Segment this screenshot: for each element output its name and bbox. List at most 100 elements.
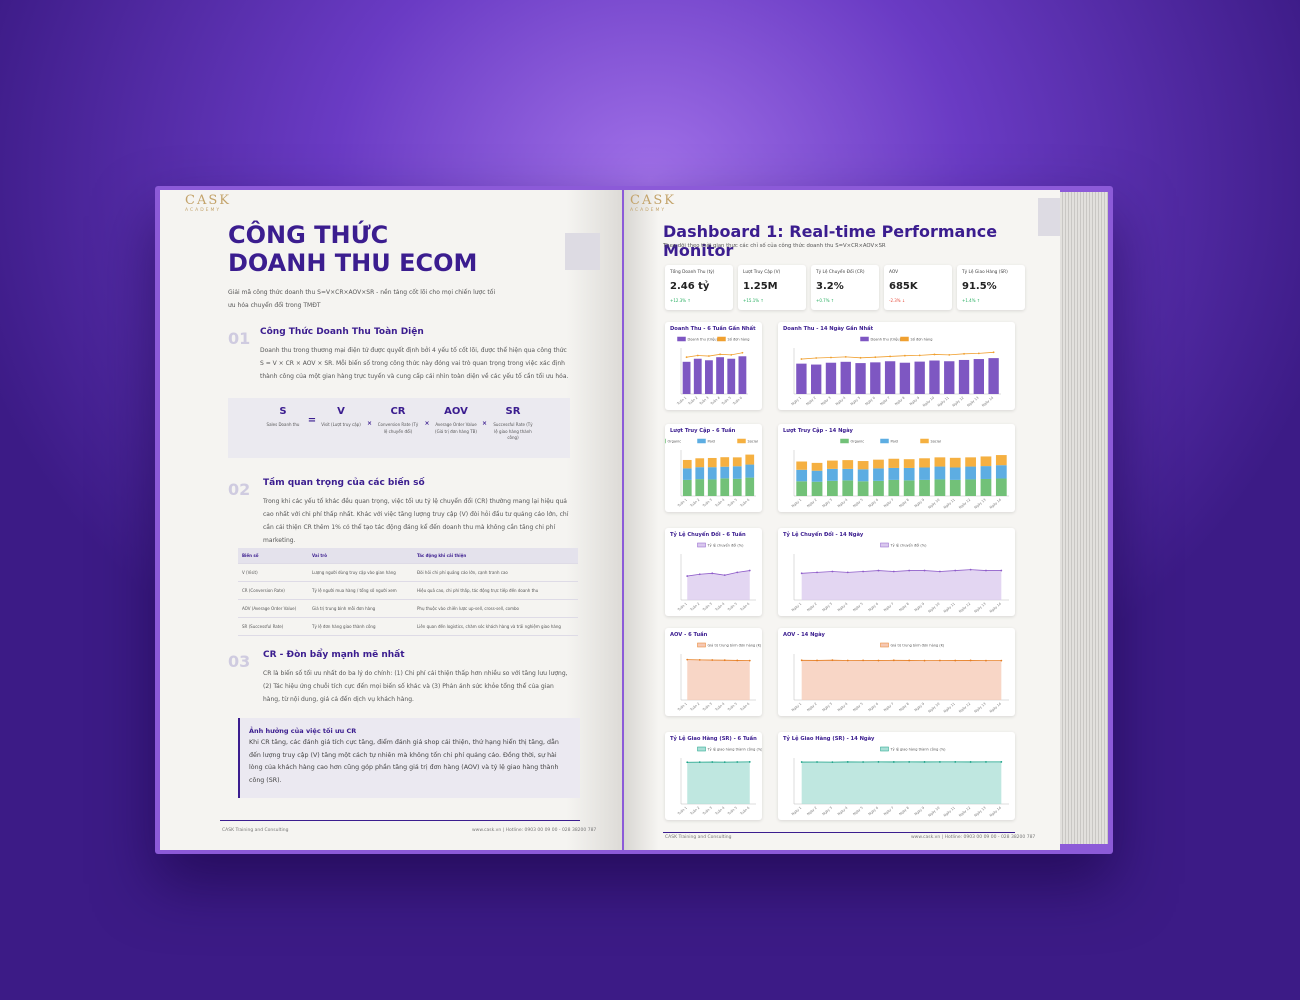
bar: [973, 359, 984, 394]
x-tick-label: Ngày 4: [837, 602, 849, 613]
point: [846, 761, 849, 763]
bar: [958, 359, 970, 394]
legend-label: Doanh thu (triệu): [871, 338, 902, 342]
point: [985, 659, 987, 662]
bar-segment: [949, 479, 961, 496]
chart-card: AOV - 14 Ngày Giá trị trung bình đơn hàng…: [778, 628, 1015, 716]
bar: [825, 362, 837, 394]
legend-swatch: [920, 438, 929, 444]
chart: Doanh thu (triệu) Số đơn hàng Tuần 1 Tuần 2…: [676, 336, 750, 407]
chart: Tỷ lệ giao hàng thành công (%)Tuần 1 Tuần…: [676, 746, 762, 816]
chart: Doanh thu (triệu) Số đơn hàng Ngày 1 Ngày 2…: [791, 336, 1001, 408]
intro: Giải mã công thức doanh thu S=V×CR×AOV×S…: [228, 289, 496, 309]
point: [908, 569, 911, 572]
x-tick-label: Ngày 9: [914, 602, 926, 613]
formula-operator: ×: [366, 420, 373, 427]
table-cell: CR (Conversion Rate): [242, 588, 285, 593]
table-cell: Giá trị trung bình mỗi đơn hàng: [312, 606, 376, 611]
x-tick-label: Ngày 12: [958, 806, 971, 818]
x-tick-label: Ngày 5: [852, 702, 864, 713]
x-tick-label: Tuần 1: [676, 396, 688, 407]
x-tick-label: Ngày 5: [850, 396, 862, 407]
x-tick-label: Ngày 3: [822, 702, 834, 713]
kpi-change: +12.3% ↑: [670, 298, 691, 303]
brand-sub: ACADEMY: [185, 208, 222, 213]
x-tick-label: Ngày 6: [868, 806, 880, 817]
x-tick-label: Ngày 12: [958, 498, 971, 510]
bar-segment: [720, 457, 730, 467]
bar-segment: [888, 479, 900, 496]
x-tick-label: Ngày 8: [898, 602, 910, 613]
left-page: CASK ACADEMY CÔNG THỨC DOANH THU ECOM Gi…: [160, 190, 622, 850]
chart: Tỷ lệ chuyển đổi (%)Ngày 1 Ngày 2 Ngày 3 Ng…: [791, 543, 1009, 614]
section-number: 02: [228, 480, 251, 499]
bar: [855, 363, 866, 394]
point: [938, 570, 941, 573]
chart-title: Lượt Truy Cập - 14 Ngày: [783, 428, 853, 434]
legend-label: Tỷ lệ chuyển đổi (%): [890, 543, 928, 548]
x-tick-label: Ngày 9: [914, 806, 926, 817]
bar-segment: [695, 458, 705, 468]
bar: [811, 364, 822, 394]
legend-swatch: [840, 438, 849, 444]
x-tick-label: Ngày 7: [883, 702, 895, 713]
legend-swatch: [697, 746, 706, 752]
table-cell: Đòi hỏi chi phí quảng cáo lớn, cạnh tran…: [417, 570, 508, 575]
kpi-value: 1.25M: [743, 281, 778, 292]
legend-label: Số đơn hàng: [911, 338, 933, 342]
point: [892, 659, 895, 662]
bar-segment: [682, 468, 692, 480]
bar-segment: [796, 461, 808, 470]
bar-segment: [934, 457, 946, 467]
kpi-label: Tổng Doanh Thu (tỷ): [670, 270, 715, 275]
x-tick-label: Ngày 6: [868, 602, 880, 613]
x-tick-label: Ngày 10: [927, 806, 940, 818]
title-line: CÔNG THỨC: [228, 221, 389, 249]
legend-swatch: [880, 746, 889, 752]
x-tick-label: Ngày 2: [806, 602, 818, 613]
x-tick-label: Tuần 6: [731, 396, 743, 407]
legend-swatch: [677, 336, 686, 342]
chart-card: Tỷ Lệ Giao Hàng (SR) - 6 Tuần Tỷ lệ giao …: [665, 732, 762, 820]
x-tick-label: Tuần 4: [714, 498, 726, 509]
x-tick-label: Tuần 5: [726, 602, 738, 613]
bar: [884, 361, 896, 394]
chart-card: AOV - 6 Tuần Giá trị trung bình đơn hàng …: [665, 628, 762, 716]
formula-symbol: SR: [505, 406, 521, 417]
area: [801, 761, 1002, 804]
bar-segment: [732, 466, 742, 479]
kpi-value: 91.5%: [962, 281, 997, 292]
section-number: 01: [228, 329, 251, 348]
point: [816, 571, 818, 574]
point: [985, 761, 987, 763]
point: [736, 659, 739, 662]
bar: [738, 356, 747, 394]
kpi-label: Tỷ Lệ Chuyển Đổi (CR): [816, 270, 865, 275]
bar-segment: [720, 478, 730, 496]
chart-title: Tỷ Lệ Chuyển Đổi - 6 Tuần: [670, 532, 746, 538]
bar-segment: [873, 468, 884, 481]
x-tick-label: Ngày 13: [966, 396, 979, 408]
point: [711, 761, 714, 763]
bar: [988, 358, 999, 394]
chart-card: Tỷ Lệ Chuyển Đổi - 6 Tuần Tỷ lệ chuyển đổ…: [665, 528, 762, 616]
legend-label: Số đơn hàng: [728, 338, 750, 342]
x-tick-label: Ngày 13: [973, 498, 986, 510]
bar-segment: [745, 477, 755, 496]
kpi-card: Lượt Truy Cập (V) 1.25M +15.1% ↑: [738, 265, 806, 310]
x-tick-label: Ngày 11: [943, 806, 956, 818]
point: [698, 761, 701, 764]
bar-segment: [903, 459, 915, 468]
x-tick-label: Ngày 14: [989, 702, 1002, 714]
x-tick-label: Ngày 13: [973, 806, 986, 818]
x-tick-label: Tuần 2: [689, 702, 701, 713]
x-tick-label: Ngày 8: [898, 702, 910, 713]
chart-title: AOV - 6 Tuần: [670, 632, 708, 638]
table-cell: Tỷ lệ đơn hàng giao thành công: [312, 624, 376, 629]
legend-label: Giá trị trung bình đơn hàng (K): [708, 644, 762, 648]
bar: [693, 358, 702, 394]
bar-segment: [682, 459, 692, 469]
bar-segment: [827, 468, 838, 481]
legend-swatch: [697, 542, 706, 548]
kpi-value: 2.46 tỷ: [670, 281, 710, 292]
